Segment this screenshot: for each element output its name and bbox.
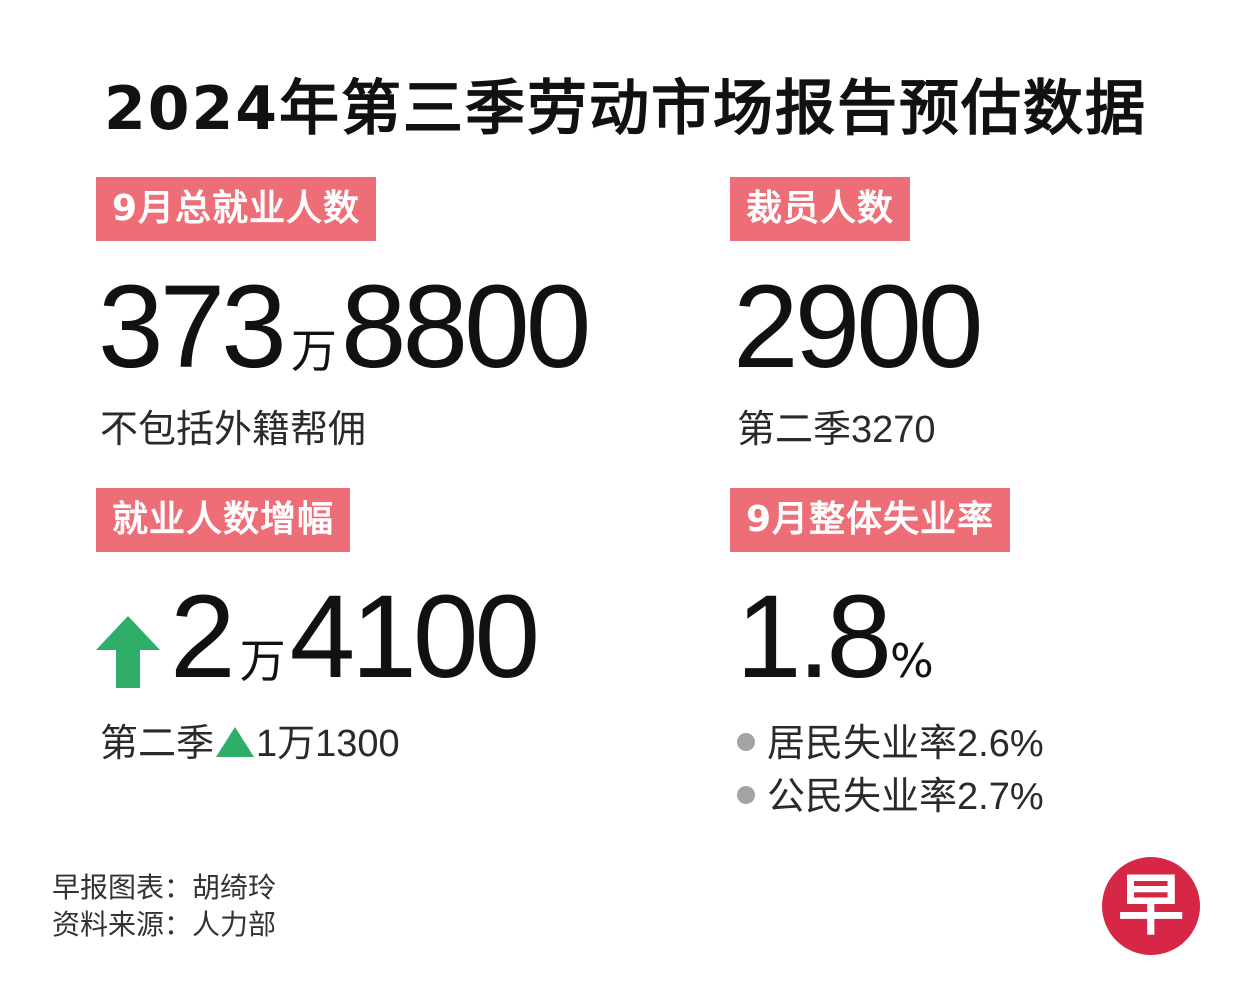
unemployment-value: 1.8% xyxy=(736,578,938,696)
employment-unit: 万 xyxy=(290,324,337,378)
page-title: 2024年第三季劳动市场报告预估数据 xyxy=(104,74,1147,144)
employment-note: 不包括外籍帮佣 xyxy=(100,407,367,451)
up-triangle-icon xyxy=(216,726,255,757)
resident-rate-value: 2.6% xyxy=(957,723,1044,765)
growth-value-part2: 4100 xyxy=(289,571,541,703)
chart-credit: 早报图表：胡绮玲 xyxy=(52,871,277,904)
growth-note-prefix: 第二季 xyxy=(100,721,215,765)
layoffs-note-prefix: 第二季 xyxy=(737,407,852,451)
layoffs-label: 裁员人数 xyxy=(730,177,911,241)
employment-value: 373 万8800 xyxy=(98,268,591,386)
citizen-rate-label: 公民失业率 xyxy=(767,774,958,818)
growth-unit: 万 xyxy=(239,634,286,688)
employment-value-part2: 8800 xyxy=(340,261,592,393)
citizen-rate-value: 2.7% xyxy=(957,776,1044,818)
unemployment-unit: % xyxy=(890,634,934,688)
growth-note-value: 1万1300 xyxy=(256,723,400,765)
zaobao-logo-icon: 早 xyxy=(1102,857,1200,955)
citizen-rate: 公民失业率2.7% xyxy=(737,765,1044,820)
growth-value: 2 万4100 xyxy=(170,578,540,696)
growth-label: 就业人数增幅 xyxy=(96,488,351,552)
growth-value-part1: 2 xyxy=(170,571,236,703)
layoffs-value-number: 2900 xyxy=(733,261,984,393)
unemployment-label: 9月整体失业率 xyxy=(730,488,1011,552)
resident-rate-label: 居民失业率 xyxy=(767,721,958,765)
up-arrow-icon xyxy=(96,616,160,688)
source-credit: 资料来源：人力部 xyxy=(52,908,277,941)
bullet-icon xyxy=(737,732,755,751)
unemployment-value-number: 1.8 xyxy=(736,571,892,703)
layoffs-note: 第二季3270 xyxy=(737,398,936,453)
employment-value-part1: 373 xyxy=(98,261,287,393)
layoffs-value: 2900 xyxy=(733,268,984,386)
employment-label: 9月总就业人数 xyxy=(96,177,377,241)
layoffs-note-value: 3270 xyxy=(851,409,936,451)
bullet-icon xyxy=(737,785,755,804)
resident-rate: 居民失业率2.6% xyxy=(737,712,1044,767)
growth-note: 第二季 1万1300 xyxy=(100,712,400,767)
